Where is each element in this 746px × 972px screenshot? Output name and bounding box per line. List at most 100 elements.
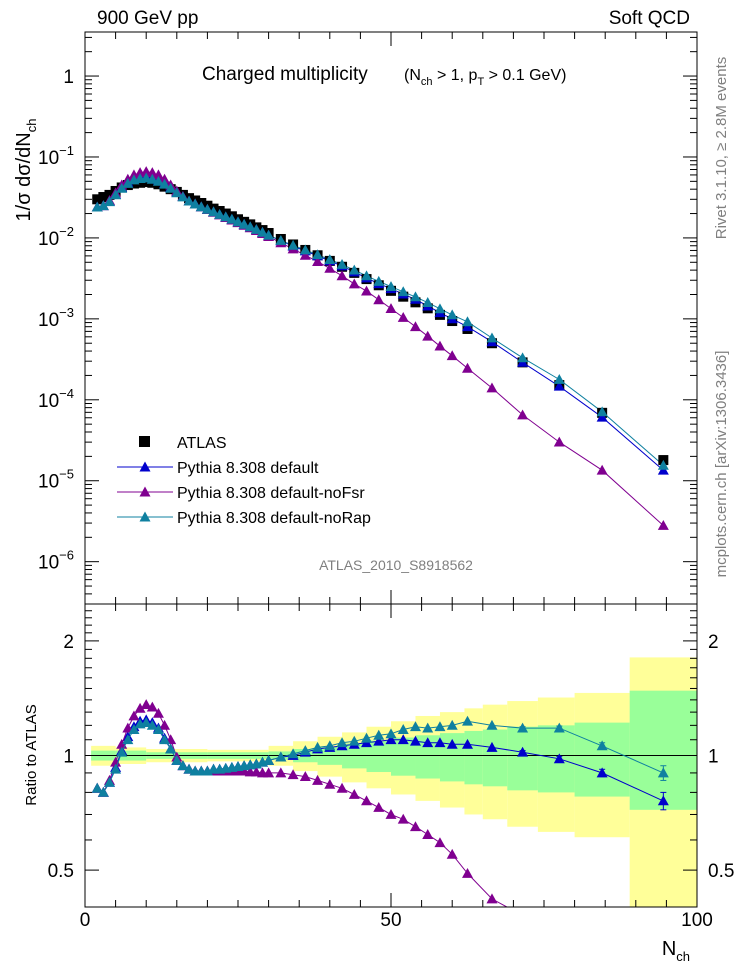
ratio-point-noRap bbox=[165, 743, 177, 754]
ratio-point-noRap bbox=[97, 786, 109, 797]
series-line-default bbox=[97, 176, 664, 471]
data-point-noFsr bbox=[159, 173, 171, 184]
data-point-noRap bbox=[110, 189, 122, 200]
data-point-noRap bbox=[446, 309, 458, 320]
ratio-point-noRap bbox=[152, 724, 164, 734]
ratio-point-noRap bbox=[263, 755, 275, 765]
data-point-noRap bbox=[177, 191, 189, 202]
ratio-point-noFsr bbox=[409, 821, 421, 832]
data-point-noRap bbox=[220, 211, 232, 222]
ratio-point-noRap bbox=[348, 735, 360, 746]
x-tick-label: 50 bbox=[380, 910, 401, 931]
data-point-noFsr bbox=[336, 270, 348, 281]
ratio-point-noRap bbox=[422, 722, 434, 733]
data-point-noRap bbox=[299, 244, 311, 255]
data-point-noRap bbox=[409, 291, 421, 302]
data-point-noFsr bbox=[434, 340, 446, 351]
ratio-panel: 2 2 1 1 0.5 0.5 0 50 100 Ratio to ATLAS Nch bbox=[23, 603, 735, 964]
ratio-point-default bbox=[486, 741, 498, 752]
ratio-point-noRap bbox=[596, 740, 608, 751]
data-point-noRap bbox=[361, 270, 373, 281]
data-point-noRap bbox=[159, 178, 171, 189]
data-point-noRap bbox=[189, 198, 201, 209]
ratio-point-noFsr bbox=[517, 910, 528, 920]
data-point-noFsr bbox=[409, 321, 421, 332]
data-point-noFsr bbox=[462, 362, 473, 373]
main-y-tick-label: 10−1 bbox=[38, 143, 74, 169]
data-point-noRap bbox=[201, 203, 213, 214]
uncertainty-band-inner bbox=[507, 726, 538, 791]
ratio-point-noRap bbox=[553, 722, 565, 733]
data-point-noRap bbox=[238, 218, 250, 229]
ratio-point-noFsr bbox=[275, 767, 287, 778]
ratio-point-default bbox=[373, 735, 385, 746]
ratio-series bbox=[85, 657, 697, 920]
data-point-noRap bbox=[553, 374, 565, 384]
ratio-point-noRap bbox=[91, 782, 103, 793]
ratio-point-default bbox=[434, 737, 446, 748]
ratio-point-noRap bbox=[486, 719, 498, 730]
data-point-noRap bbox=[116, 182, 128, 193]
main-ticks bbox=[84, 32, 698, 605]
data-point-atlas bbox=[92, 194, 103, 205]
data-point-noRap bbox=[152, 175, 164, 186]
data-point-noRap bbox=[171, 187, 183, 198]
side-text-top: Rivet 3.1.10, ≥ 2.8M events bbox=[713, 57, 730, 240]
ratio-point-noRap bbox=[312, 741, 324, 752]
legend-marker-norap bbox=[139, 511, 151, 522]
main-series bbox=[91, 166, 669, 530]
ratio-y-axis-label: Ratio to ATLAS bbox=[23, 704, 40, 805]
series-line-noRap bbox=[97, 177, 664, 466]
ratio-point-noFsr bbox=[134, 702, 146, 713]
data-point-noFsr bbox=[397, 311, 409, 322]
data-point-noFsr bbox=[312, 256, 324, 266]
main-y-tick-labels: 1 10−1 10−2 10−3 10−4 10−5 10−6 bbox=[38, 67, 74, 574]
legend: ATLAS Pythia 8.308 default Pythia 8.308 … bbox=[117, 435, 371, 527]
legend-entry-norap: Pythia 8.308 default-noRap bbox=[117, 510, 371, 527]
uncertainty-band-inner bbox=[464, 730, 483, 785]
ratio-point-noFsr bbox=[462, 867, 473, 878]
ratio-point-noRap bbox=[171, 755, 183, 765]
ratio-point-noRap bbox=[287, 748, 299, 759]
main-panel: 1 10−1 10−2 10−3 10−4 10−5 10−6 Charged multip… bbox=[13, 31, 698, 605]
data-point-noRap bbox=[122, 178, 134, 188]
data-point-noRap bbox=[462, 316, 473, 327]
ratio-point-noRap bbox=[517, 722, 529, 733]
legend-label-nofsr: Pythia 8.308 default-noFsr bbox=[177, 485, 365, 502]
data-point-noRap bbox=[183, 195, 195, 206]
x-axis-label: Nch bbox=[662, 938, 690, 964]
data-point-noRap bbox=[348, 264, 360, 275]
data-point-noRap bbox=[517, 352, 529, 363]
data-point-noFsr bbox=[553, 436, 565, 447]
ratio-y-tick-label-left: 1 bbox=[63, 747, 74, 768]
data-point-default bbox=[596, 411, 608, 422]
ratio-point-noFsr bbox=[159, 719, 171, 730]
data-point-noRap bbox=[373, 275, 385, 286]
data-point-noFsr bbox=[152, 169, 164, 180]
data-point-noFsr bbox=[299, 249, 311, 260]
ratio-y-tick-label-left: 0.5 bbox=[48, 861, 74, 882]
uncertainty-band-inner bbox=[482, 729, 508, 787]
main-y-tick-label: 10−4 bbox=[38, 386, 74, 412]
data-point-noRap bbox=[263, 229, 275, 240]
ratio-y-tick-labels: 2 2 1 1 0.5 0.5 bbox=[48, 632, 735, 882]
ratio-point-noRap bbox=[373, 729, 385, 740]
ratio-point-default bbox=[409, 735, 421, 746]
ratio-point-noRap bbox=[336, 737, 348, 748]
ratio-point-default bbox=[657, 795, 669, 806]
legend-label-norap: Pythia 8.308 default-noRap bbox=[177, 510, 371, 527]
legend-marker-atlas bbox=[139, 436, 150, 447]
data-point-noRap bbox=[287, 239, 299, 250]
ratio-point-noRap bbox=[177, 760, 189, 771]
ratio-y-tick-label-left: 2 bbox=[63, 632, 74, 653]
data-point-noFsr bbox=[348, 278, 360, 289]
ratio-plot-area bbox=[85, 657, 697, 920]
x-tick-labels: 0 50 100 bbox=[80, 910, 713, 931]
ratio-point-noFsr bbox=[128, 710, 140, 721]
main-y-tick-label: 10−3 bbox=[38, 305, 74, 331]
ratio-point-noRap bbox=[385, 728, 397, 739]
data-point-noRap bbox=[434, 303, 446, 314]
data-point-noRap bbox=[103, 196, 115, 207]
ratio-point-noFsr bbox=[348, 788, 360, 799]
side-text-bottom: mcplots.cern.ch [arXiv:1306.3436] bbox=[713, 351, 730, 578]
